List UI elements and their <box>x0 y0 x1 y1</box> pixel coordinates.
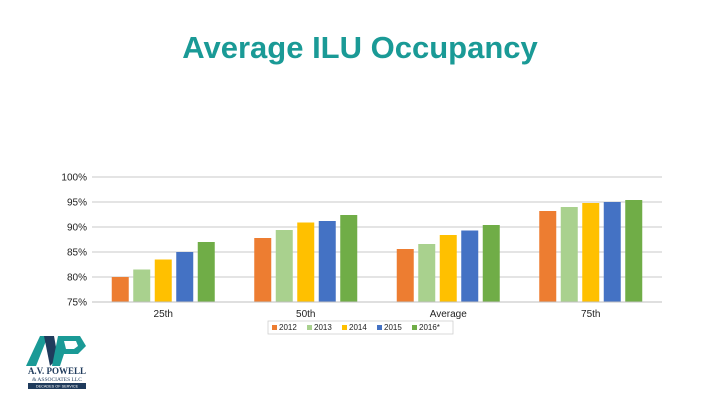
bar-2016-average <box>482 225 500 302</box>
bar-2015-75th <box>603 202 621 302</box>
x-category-label: 25th <box>154 309 173 320</box>
bar-2012-50th <box>254 238 272 302</box>
bar-2016-75th <box>625 200 643 302</box>
y-tick-label: 80% <box>67 273 87 284</box>
bar-2013-75th <box>560 207 578 302</box>
bar-2012-25th <box>111 277 129 302</box>
legend-label: 2016* <box>419 323 440 332</box>
x-category-label: 50th <box>296 309 315 320</box>
legend-swatch <box>412 325 417 330</box>
legend-box <box>267 320 454 335</box>
bar-2014-50th <box>297 222 315 302</box>
x-axis-category-labels: 25th 50th Average 75th <box>154 309 601 320</box>
x-category-label: Average <box>430 309 468 320</box>
bar-2014-75th <box>582 203 600 302</box>
legend-swatch <box>307 325 312 330</box>
logo-mark-a <box>26 336 48 366</box>
legend-swatch <box>377 325 382 330</box>
y-tick-label: 85% <box>67 248 87 259</box>
bar-2015-average <box>461 230 479 302</box>
y-axis-tick-labels: 75% 80% 85% 90% 95% 100% <box>61 173 87 309</box>
legend-swatch <box>272 325 277 330</box>
bar-2015-50th <box>318 221 336 302</box>
logo-mark-p <box>52 336 86 366</box>
chart-bars <box>92 200 662 303</box>
legend-label: 2014 <box>349 323 367 332</box>
bar-2015-25th <box>176 252 194 302</box>
slide-title: Average ILU Occupancy <box>182 30 538 65</box>
legend-swatch <box>342 325 347 330</box>
bar-2016-50th <box>340 215 358 302</box>
bar-2014-25th <box>154 259 172 302</box>
y-tick-label: 95% <box>67 198 87 209</box>
company-logo: A.V. POWELL & ASSOCIATES LLC DECADES OF … <box>26 336 86 389</box>
y-tick-label: 100% <box>61 173 87 184</box>
logo-name: A.V. POWELL <box>28 366 86 376</box>
legend-label: 2012 <box>279 323 297 332</box>
y-tick-label: 90% <box>67 223 87 234</box>
bar-2013-average <box>418 244 436 302</box>
y-tick-label: 75% <box>67 298 87 309</box>
bar-2016-25th <box>197 242 215 302</box>
legend-label: 2013 <box>314 323 332 332</box>
logo-tagline: DECADES OF SERVICE <box>36 385 79 389</box>
bar-2012-75th <box>539 211 557 302</box>
logo-line2: & ASSOCIATES LLC <box>32 377 82 383</box>
chart-legend: 2012 2013 2014 2015 2016* <box>267 320 454 335</box>
legend-label: 2015 <box>384 323 402 332</box>
bar-2014-average <box>439 235 457 302</box>
bar-2013-50th <box>275 230 293 302</box>
logo-tagline-bar <box>28 383 86 389</box>
logo-mark-p-inner <box>64 341 78 349</box>
bar-2013-25th <box>133 269 151 302</box>
x-category-label: 75th <box>581 309 600 320</box>
bar-2012-average <box>396 249 414 302</box>
